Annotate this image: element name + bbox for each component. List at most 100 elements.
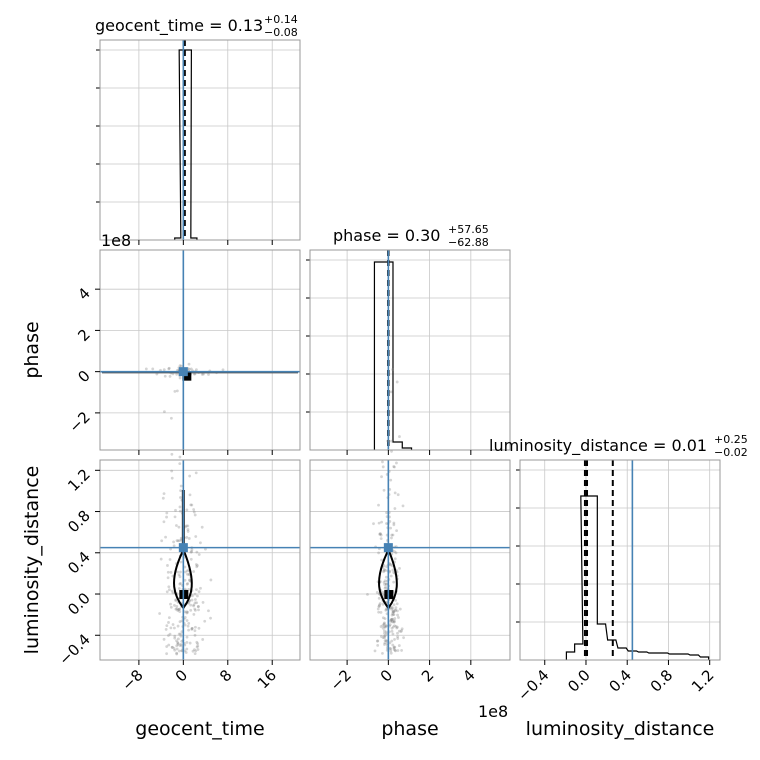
sample-point [390, 450, 393, 453]
sample-point [185, 508, 189, 512]
xtick-label: 8 [216, 666, 235, 685]
sample-point [192, 570, 196, 573]
sample-point [400, 629, 404, 632]
sample-point [376, 639, 380, 643]
ytick-label: 0.4 [64, 548, 94, 578]
sample-point [170, 469, 174, 473]
sample-point [389, 619, 392, 623]
sample-point [382, 568, 386, 571]
sample-point [384, 608, 388, 612]
sample-point [162, 368, 166, 372]
sample-point [169, 570, 173, 574]
sample-point [392, 648, 396, 651]
sample-point [393, 648, 397, 652]
ytick-label: 1.2 [64, 465, 94, 495]
sample-point [386, 439, 390, 443]
sample-point [392, 646, 396, 650]
sample-point [165, 590, 169, 594]
sample-point [393, 557, 397, 561]
sample-point [396, 493, 400, 497]
sample-point [169, 602, 172, 606]
sample-point [168, 632, 172, 636]
sample-point [179, 634, 183, 638]
sample-point [186, 524, 190, 528]
sample-point [388, 623, 392, 627]
xtick-label: 16 [254, 666, 280, 692]
sample-point [207, 609, 210, 613]
sample-point [382, 622, 386, 626]
sample-point [390, 629, 394, 633]
sample-point [185, 611, 189, 615]
sample-point [167, 367, 171, 371]
sample-point [169, 416, 173, 420]
ytick-label: 0.8 [64, 507, 94, 537]
sample-point [379, 537, 383, 540]
sample-point [185, 619, 189, 622]
sample-point [377, 521, 381, 525]
sample-point [194, 535, 198, 538]
sample-point [381, 636, 385, 640]
panel-frame [99, 459, 301, 661]
sample-point [176, 539, 180, 543]
sample-point [390, 618, 393, 622]
sample-point [390, 439, 393, 443]
sample-point [175, 539, 179, 543]
sample-point [394, 608, 397, 612]
sample-point [389, 478, 393, 482]
sample-point [393, 638, 396, 641]
sample-point [159, 557, 163, 561]
sample-point [193, 592, 197, 596]
sample-point [185, 635, 189, 639]
sample-point [173, 648, 177, 652]
sample-point [162, 520, 166, 524]
sample-point [196, 605, 200, 609]
sample-point [187, 367, 191, 371]
sample-point [402, 636, 405, 640]
sample-point [209, 616, 212, 620]
sample-point [189, 608, 193, 612]
sample-point [172, 544, 176, 548]
sample-point [189, 367, 193, 371]
sample-point [394, 649, 397, 653]
sample-point [184, 651, 188, 654]
sample-point [163, 410, 166, 413]
histogram-luminosity_distance [565, 495, 710, 660]
sample-point [183, 649, 187, 653]
sample-point [175, 372, 179, 376]
sample-point [383, 636, 386, 640]
sample-point [190, 548, 194, 552]
sample-point [179, 581, 182, 585]
sample-point [385, 511, 389, 515]
sample-point [391, 617, 394, 621]
sample-point [178, 607, 181, 611]
sample-point [397, 629, 401, 633]
sample-point [180, 644, 184, 648]
sample-point [396, 613, 399, 617]
sample-point [197, 553, 201, 556]
sample-point [144, 367, 148, 371]
sample-point [195, 640, 199, 644]
sample-point [160, 539, 164, 543]
sample-point [379, 625, 383, 628]
sample-point [195, 645, 199, 649]
sample-point [390, 639, 394, 643]
sample-point [390, 533, 394, 537]
sample-point [385, 522, 388, 525]
sample-point [392, 580, 396, 584]
sample-point [167, 366, 171, 370]
sample-point [190, 626, 194, 630]
sample-point [395, 626, 399, 630]
sample-point [187, 628, 190, 632]
ylabel-phase: phase [21, 321, 43, 378]
sample-point [389, 574, 393, 578]
sample-point [167, 616, 171, 620]
sample-point [194, 625, 197, 629]
sample-point [195, 601, 199, 605]
sample-point [186, 582, 190, 585]
sample-point [388, 641, 392, 645]
sample-point [193, 607, 197, 611]
sample-point [391, 610, 395, 613]
sample-point [390, 617, 393, 621]
sample-point [384, 624, 388, 628]
sample-point [392, 603, 396, 607]
